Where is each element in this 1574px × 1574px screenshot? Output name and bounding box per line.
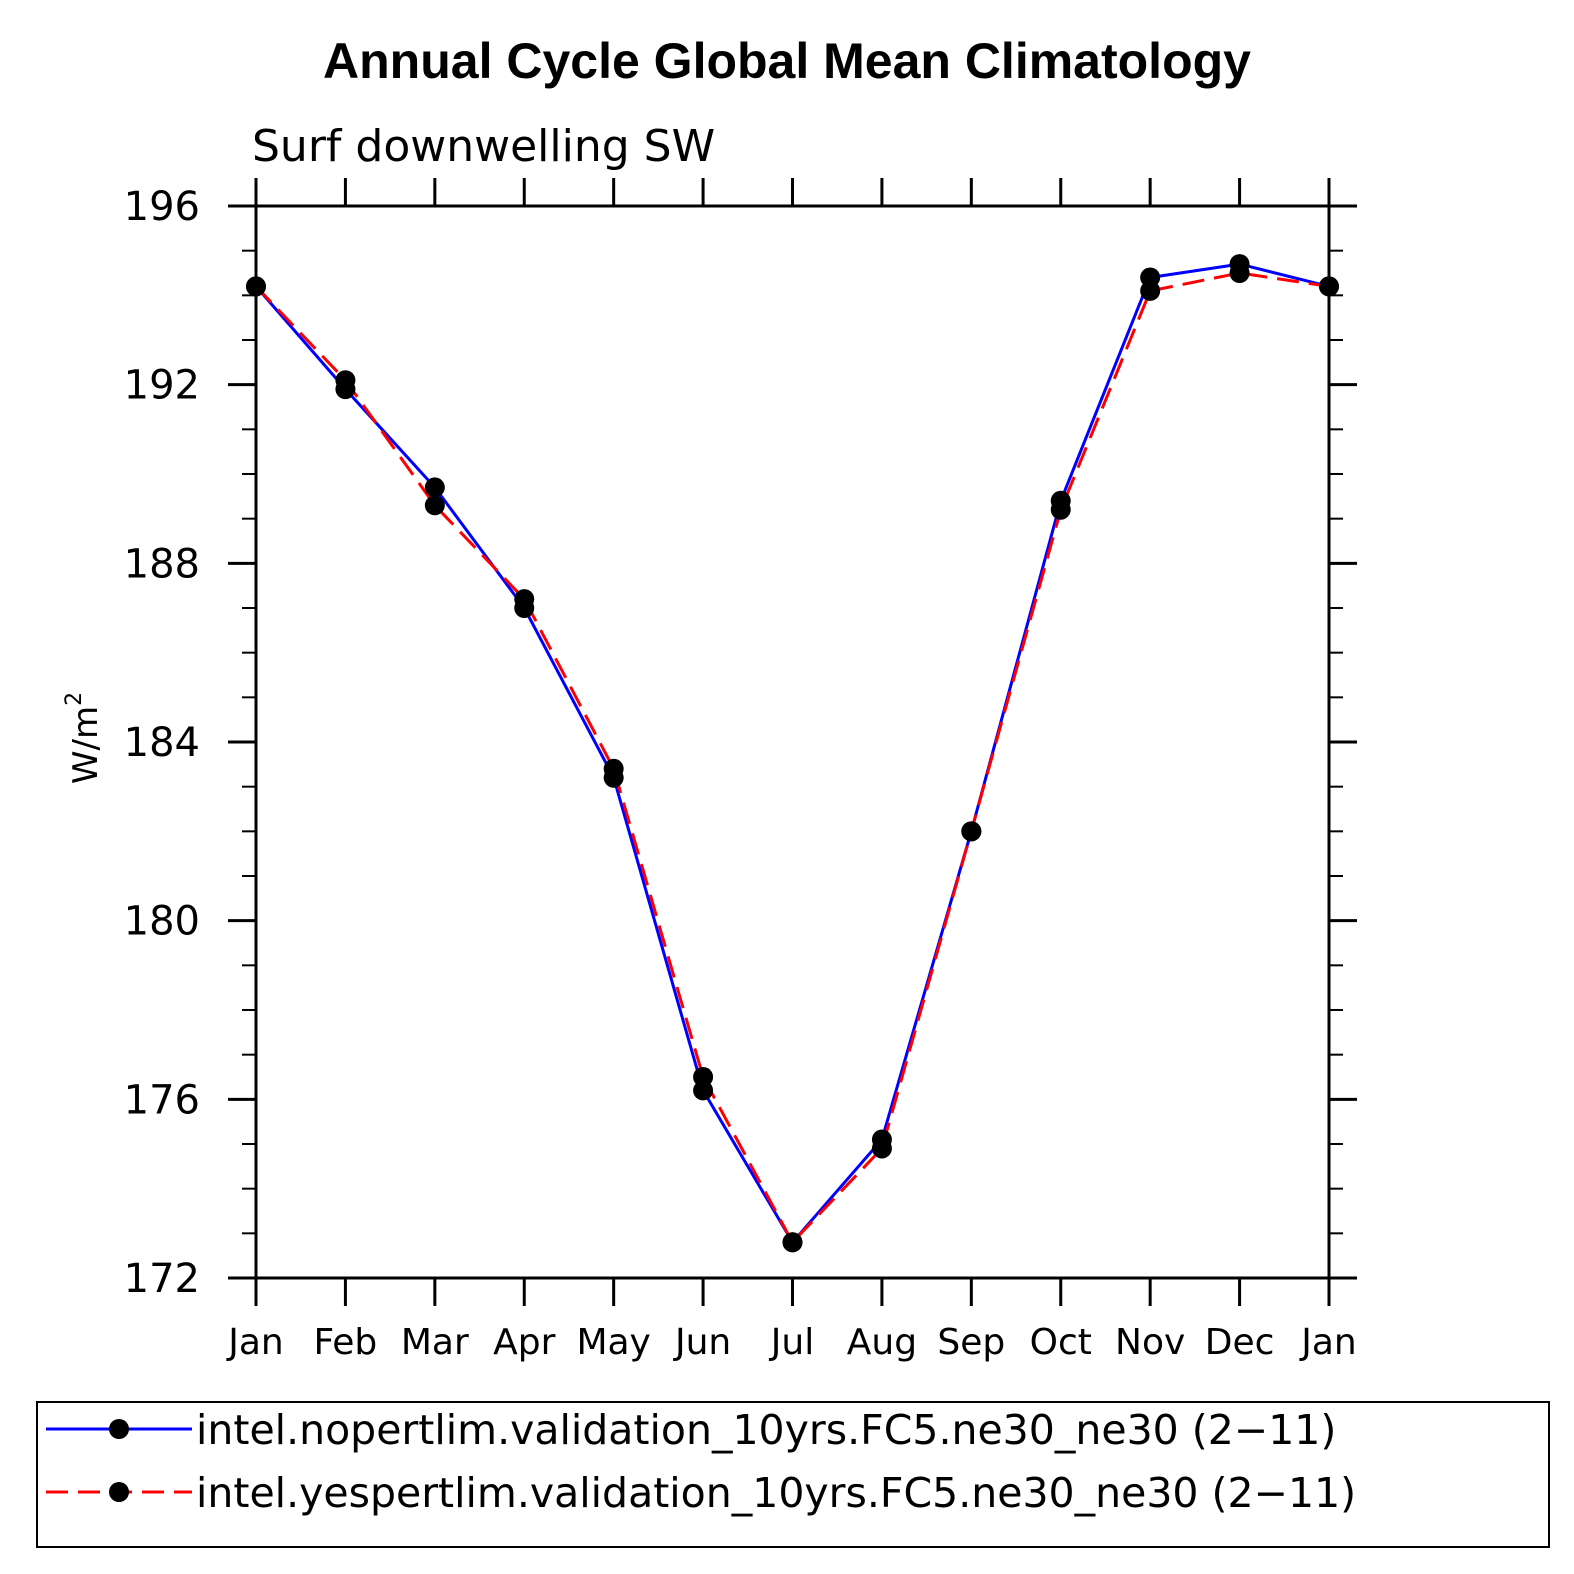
x-tick-label: Feb — [314, 1322, 378, 1363]
legend-marker-1 — [109, 1419, 129, 1439]
series-2-point — [1050, 499, 1071, 520]
y-tick-label: 192 — [124, 363, 200, 409]
x-tick-label: Sep — [937, 1322, 1005, 1363]
series-line-2 — [254, 271, 1330, 1244]
legend-box — [36, 1401, 1550, 1548]
x-tick-label: Dec — [1205, 1322, 1275, 1363]
y-axis-label-base: W/m — [66, 706, 106, 784]
series-2-point — [335, 370, 356, 391]
series-2-point — [693, 1067, 714, 1087]
x-tick-label: Apr — [493, 1322, 555, 1363]
x-tick-label: Nov — [1115, 1322, 1185, 1363]
x-tick-label: Aug — [847, 1322, 917, 1363]
legend: intel.nopertlim.validation_10yrs.FC5.ne3… — [36, 1401, 1550, 1548]
x-tick-label: Oct — [1030, 1322, 1092, 1363]
series-2-point — [1229, 263, 1250, 283]
x-tick-label: Jul — [769, 1322, 814, 1363]
y-tick-labels: 172 176 180 184 188 192 196 — [124, 184, 200, 1302]
series-2-point — [424, 495, 445, 516]
legend-label-2: intel.yespertlim.validation_10yrs.FC5.ne… — [196, 1469, 1356, 1517]
series-2-point — [514, 589, 535, 610]
series-line-1 — [254, 262, 1330, 1244]
plot-frame — [254, 204, 1331, 1280]
y-tick-label: 176 — [124, 1077, 200, 1123]
series-layer — [246, 254, 1339, 1253]
y-axis-label-superscript: 2 — [62, 692, 87, 706]
legend-label-1: intel.nopertlim.validation_10yrs.FC5.ne3… — [196, 1406, 1336, 1454]
legend-entries: intel.nopertlim.validation_10yrs.FC5.ne3… — [46, 1406, 1356, 1517]
y-tick-label: 180 — [124, 899, 200, 945]
series-2-point — [871, 1138, 892, 1159]
series-1-point — [424, 477, 445, 498]
series-2-point — [1140, 280, 1161, 301]
chart-title: Annual Cycle Global Mean Climatology — [323, 33, 1251, 89]
y-tick-label: 188 — [124, 541, 200, 587]
x-tick-label: Jan — [226, 1322, 284, 1363]
series-2-point — [782, 1232, 803, 1253]
x-tick-label: Jan — [1299, 1322, 1357, 1363]
y-tick-label: 196 — [124, 184, 200, 230]
series-2-point — [603, 758, 624, 779]
legend-marker-2 — [109, 1482, 129, 1502]
y-axis-label: W/m2 — [62, 692, 106, 784]
y-axis-label-text: W/m2 — [62, 692, 106, 784]
x-tick-label: Jun — [673, 1322, 731, 1363]
y-tick-label: 184 — [124, 720, 200, 766]
x-tick-label: May — [576, 1322, 650, 1363]
y-tick-label: 172 — [124, 1256, 200, 1302]
chart-subtitle: Surf downwelling SW — [252, 121, 715, 172]
axis-ticks — [228, 178, 1357, 1306]
series-2-point — [961, 821, 982, 842]
x-tick-labels: Jan Feb Mar Apr May Jun Jul Aug Sep Oct Nov Dec Jan — [226, 1322, 1357, 1363]
x-tick-label: Mar — [401, 1322, 469, 1363]
